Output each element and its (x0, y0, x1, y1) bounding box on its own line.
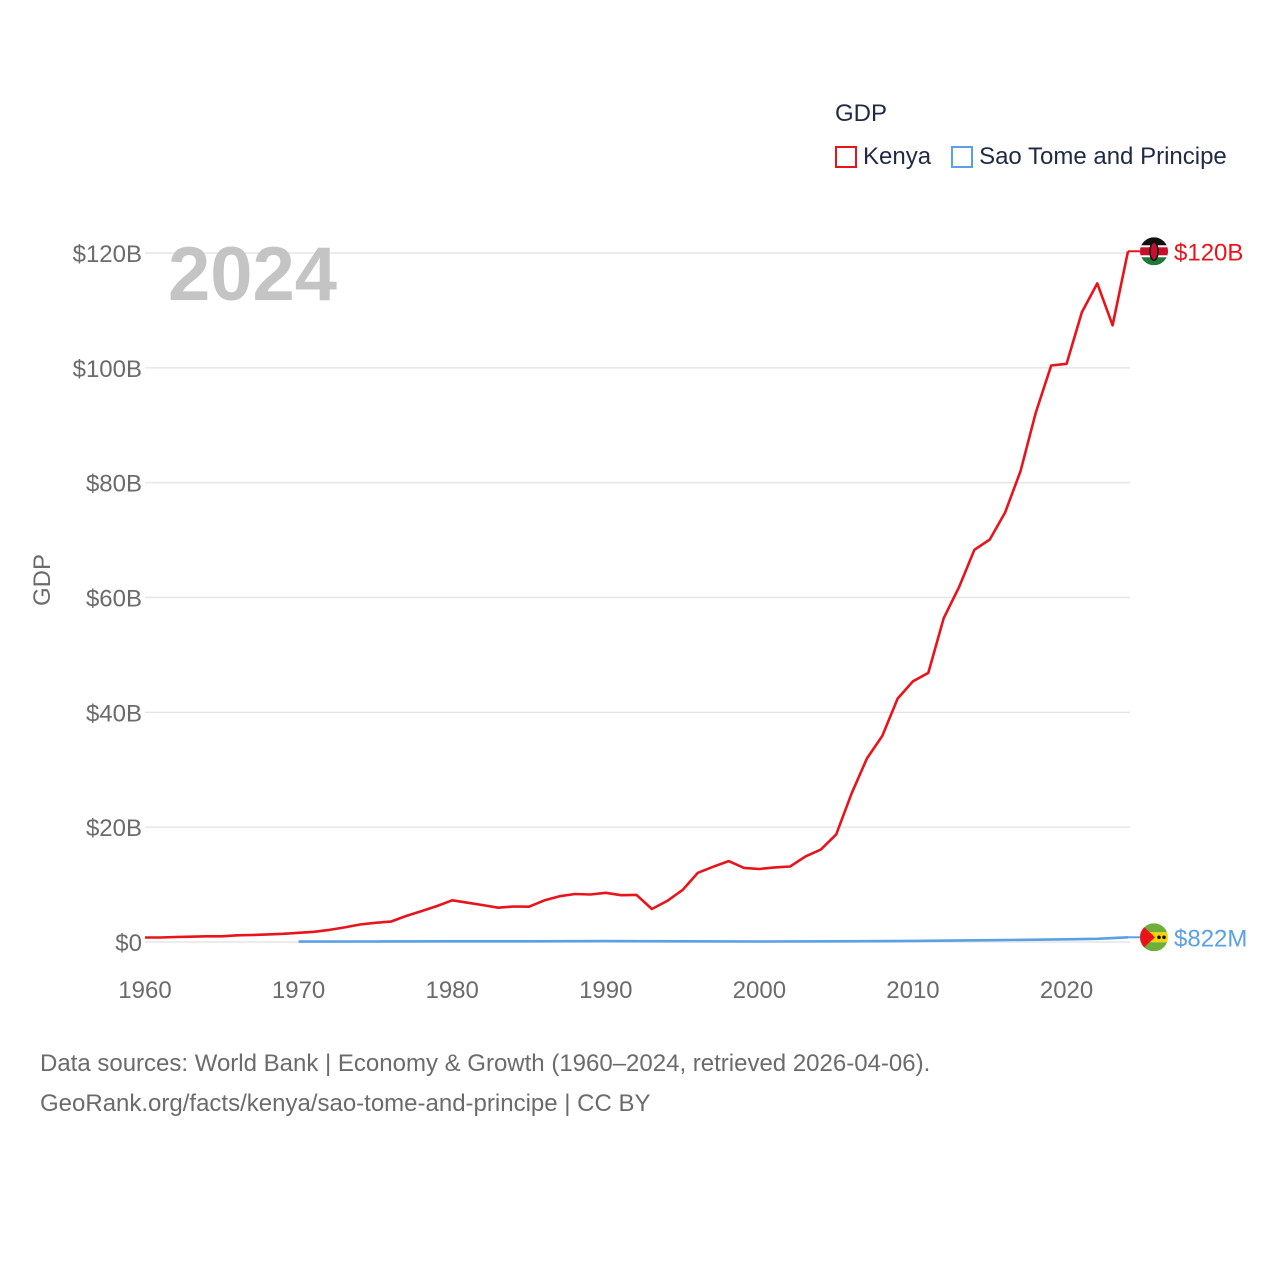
legend: Kenya Sao Tome and Principe (835, 143, 1247, 171)
series-line-kenya (145, 251, 1130, 939)
y-tick-label: $120B (73, 241, 142, 268)
x-tick-label: 2000 (733, 977, 786, 1004)
year-label: 2024 (168, 232, 337, 317)
series-line-sao-tome (298, 936, 1129, 943)
y-axis-label: GDP (29, 554, 56, 606)
footer: Data sources: World Bank | Economy & Gro… (40, 1044, 930, 1124)
end-value-label: $120B (1174, 239, 1243, 266)
y-tick-label: $20B (86, 815, 142, 842)
x-tick-label: 1980 (425, 977, 478, 1004)
legend-title: GDP (835, 100, 888, 127)
y-tick-label: $80B (86, 471, 142, 498)
footer-link[interactable]: GeoRank.org/facts/kenya/sao-tome-and-pri… (40, 1090, 651, 1117)
y-axis-ticks: $0 $20B $40B $60B $80B $100B $120B (73, 241, 142, 957)
y-tick-label: $40B (86, 700, 142, 727)
grid-lines (145, 252, 1130, 943)
legend-swatch-sao-tome (951, 146, 974, 168)
x-tick-label: 1990 (579, 977, 632, 1004)
footer-sources: Data sources: World Bank | Economy & Gro… (40, 1050, 931, 1077)
end-value-label: $822M (1174, 925, 1247, 952)
series-lines (145, 251, 1130, 943)
legend-item-sao-tome[interactable]: Sao Tome and Principe (951, 143, 1227, 171)
x-axis-ticks: 1960 1970 1980 1990 2000 2010 2020 (118, 977, 1093, 1004)
y-tick-label: $0 (115, 930, 142, 957)
legend-item-kenya[interactable]: Kenya (835, 143, 931, 171)
y-tick-label: $100B (73, 356, 142, 383)
x-tick-label: 2020 (1040, 977, 1093, 1004)
legend-label-sao-tome: Sao Tome and Principe (979, 143, 1227, 170)
y-tick-label: $60B (86, 586, 142, 613)
x-tick-label: 1970 (272, 977, 325, 1004)
sao-tome-flag-icon (1140, 923, 1168, 952)
x-tick-label: 1960 (118, 977, 171, 1004)
legend-swatch-kenya (835, 146, 857, 168)
legend-label-kenya: Kenya (863, 143, 932, 170)
kenya-flag-icon (1140, 237, 1168, 266)
x-tick-label: 2010 (886, 977, 939, 1004)
end-markers: $120B $822M (1128, 237, 1247, 952)
